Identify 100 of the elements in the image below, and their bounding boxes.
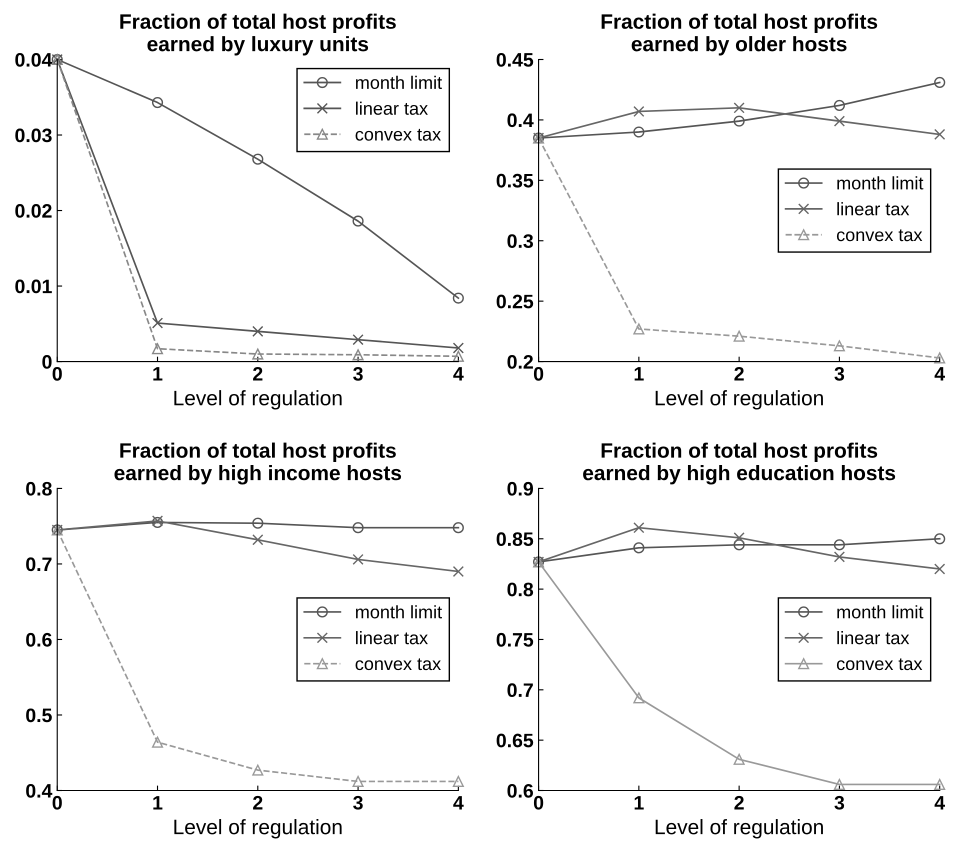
x-tick-label: 4 [453,367,464,381]
point [452,522,464,534]
legend-label: linear tax [837,202,910,216]
legend-label: convex tax [356,128,441,141]
y-tick-label: 0.7 [507,683,533,698]
point [934,352,946,364]
point [152,736,164,748]
point [352,334,364,346]
chart-title: Fraction of total host profits earned by luxury units [120,14,396,56]
x-tick-label: 2 [734,366,744,381]
point [834,116,845,127]
y-tick-label: 0.6 [26,632,52,647]
point [934,778,946,790]
y-tick-label: 0.7 [26,557,52,572]
x-tick-label: 0 [534,796,544,810]
y-tick-label: 0.75 [496,632,534,647]
x-tick-label: 2 [253,796,262,810]
point [252,518,264,529]
point [734,330,745,342]
point [352,776,364,787]
x-tick-label: 3 [353,366,363,381]
y-tick-label: 0.8 [26,482,52,496]
legend-label: month limit [837,176,924,190]
point [633,106,644,118]
legend-label: month limit [356,605,442,618]
point [834,100,845,111]
x-axis-title: Level of regulation [174,390,342,410]
point [352,522,364,534]
point [352,349,364,360]
y-tick-label: 0.45 [496,52,534,67]
point [152,317,164,329]
y-tick-label: 0.25 [496,294,534,308]
y-tick-label: 0.35 [496,174,534,188]
point [934,563,946,575]
legend-label: convex tax [836,658,922,670]
point [633,542,644,554]
point [934,76,946,88]
x-tick-label: 3 [834,796,844,810]
legend-label: month limit [356,76,442,90]
point [834,340,845,352]
point [452,566,464,578]
x-tick-label: 1 [634,367,644,381]
y-tick-label: 0.85 [496,532,534,546]
point [252,534,264,546]
y-tick-label: 0.4 [26,784,52,798]
y-tick-label: 0.65 [496,734,534,748]
point [352,216,364,227]
x-tick-label: 2 [253,366,262,381]
point [252,154,264,165]
legend-label: month limit [837,605,924,618]
y-tick-label: 0.01 [15,280,52,294]
point [633,126,644,138]
x-axis-title: Level of regulation [656,390,823,410]
point [934,128,946,140]
y-tick-label: 0.6 [507,784,534,798]
x-tick-label: 0 [52,796,62,810]
y-tick-label: 0.2 [507,355,533,369]
point [834,539,845,550]
point [633,522,644,534]
x-tick-label: 1 [634,796,644,810]
y-tick-label: 0.3 [507,234,534,248]
x-tick-label: 3 [353,796,363,810]
point [252,348,264,360]
legend-label: linear tax [837,631,910,644]
x-tick-label: 1 [153,796,162,810]
point [352,554,364,565]
x-tick-label: 1 [153,367,162,381]
x-tick-label: 3 [834,366,844,381]
point [452,776,464,787]
point [734,754,745,765]
point [452,342,464,354]
chart-title: Fraction of total host profits earned by high education hosts [583,442,896,485]
point [452,350,464,362]
legend-label: convex tax [836,229,922,242]
y-tick-label: 0.02 [15,204,52,218]
y-tick-label: 0.4 [507,113,534,128]
legend-label: linear tax [356,102,428,115]
point [152,96,164,108]
point [633,323,644,334]
y-tick-label: 0.9 [507,482,533,496]
legend-label: linear tax [356,631,428,644]
x-tick-label: 2 [734,796,744,810]
point [734,102,745,114]
chart-title: Fraction of total host profits earned by high income hosts [114,442,402,485]
y-tick-label: 0.03 [15,128,52,142]
point [152,343,164,354]
y-tick-label: 0.5 [26,708,52,722]
point [633,692,644,704]
x-tick-label: 4 [453,796,464,810]
y-tick-label: 0.04 [15,52,52,67]
point [734,532,745,544]
x-tick-label: 0 [534,366,544,381]
y-tick-label: 0 [42,355,52,369]
x-tick-label: 4 [934,367,945,381]
x-axis-title: Level of regulation [656,819,823,838]
x-axis-title: Level of regulation [174,819,342,838]
point [252,764,264,776]
x-tick-label: 0 [52,366,62,381]
y-tick-label: 0.8 [507,582,534,596]
point [934,533,946,544]
